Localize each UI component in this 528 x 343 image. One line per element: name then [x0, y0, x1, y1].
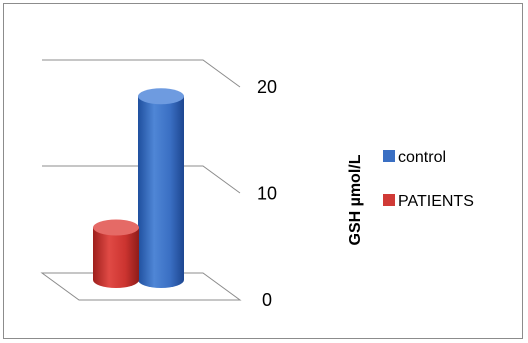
legend: control PATIENTS: [383, 149, 474, 210]
bar-patients: [93, 219, 139, 288]
legend-swatch: [383, 194, 395, 206]
legend-item-control: control: [383, 149, 446, 166]
y-tick-label: 0: [262, 290, 272, 310]
chart-frame: [3, 3, 523, 339]
y-axis-label: GSH µmol/L: [347, 154, 364, 245]
legend-label: control: [398, 149, 446, 166]
bar-control: [138, 88, 184, 288]
legend-label: PATIENTS: [398, 193, 474, 210]
y-tick-label: 10: [257, 184, 277, 204]
y-ticks: 0 10 20: [257, 77, 277, 310]
gridline-mid: [42, 165, 241, 194]
legend-swatch: [383, 150, 395, 162]
bars: [93, 88, 184, 288]
legend-item-patients: PATIENTS: [383, 193, 474, 210]
y-tick-label: 20: [257, 77, 277, 97]
gridline-top: [42, 59, 241, 88]
